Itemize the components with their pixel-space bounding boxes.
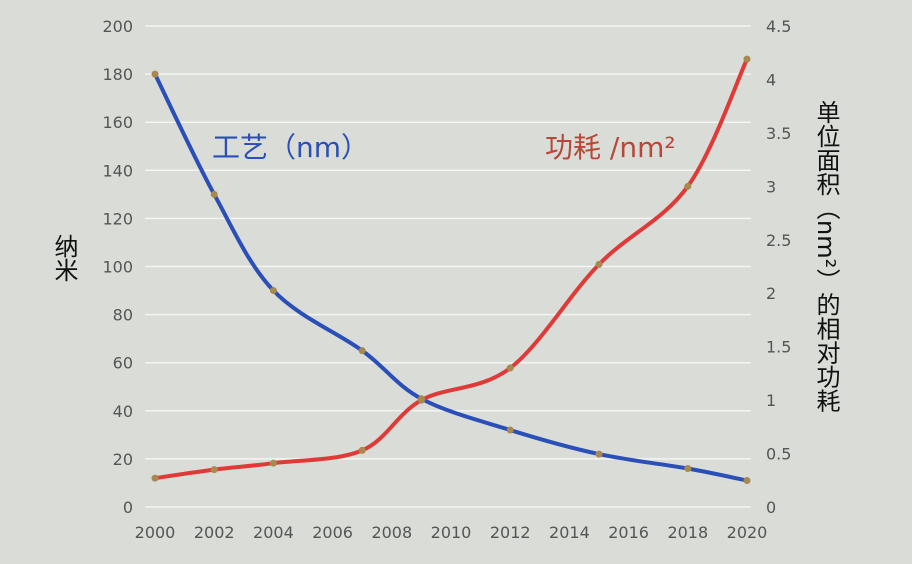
data-point-0 xyxy=(151,70,159,78)
data-point-1 xyxy=(595,260,603,268)
left-tick-label: 0 xyxy=(123,498,133,517)
x-tick-label: 2014 xyxy=(549,523,590,542)
data-point-0 xyxy=(743,477,751,485)
left-tick-label: 160 xyxy=(102,113,133,132)
x-tick-label: 2006 xyxy=(312,523,353,542)
x-tick-label: 2012 xyxy=(490,523,531,542)
left-tick-label: 60 xyxy=(113,354,133,373)
data-point-0 xyxy=(595,450,603,458)
series-line-1 xyxy=(153,57,749,481)
x-tick-label: 2000 xyxy=(135,523,176,542)
right-tick-label: 2 xyxy=(766,284,776,303)
left-tick-label: 100 xyxy=(102,258,133,277)
series-lines xyxy=(153,57,749,483)
x-tick-label: 2016 xyxy=(608,523,649,542)
x-tick-label: 2020 xyxy=(727,523,768,542)
series-label-process: 工艺（nm） xyxy=(212,131,369,164)
series-line-0 xyxy=(153,72,749,483)
left-tick-label: 140 xyxy=(102,161,133,180)
right-tick-label: 2.5 xyxy=(766,231,791,250)
data-point-0 xyxy=(358,347,366,355)
left-tick-label: 20 xyxy=(113,450,133,469)
data-point-0 xyxy=(506,426,514,434)
right-tick-label: 4.5 xyxy=(766,17,791,36)
data-point-1 xyxy=(210,466,218,474)
left-tick-label: 40 xyxy=(113,402,133,421)
right-tick-label: 3 xyxy=(766,177,776,196)
right-y-axis-ticks: 0 0.5 1 1.5 2 2.5 3 3.5 4 4.5 xyxy=(766,17,791,517)
x-axis-ticks: 2000 2002 2004 2006 2008 2010 2012 2014 2016 2018… xyxy=(135,523,768,542)
data-point-1 xyxy=(269,459,277,467)
right-tick-label: 0.5 xyxy=(766,445,791,464)
left-y-axis-ticks: 0 20 40 60 80 100 120 140 160 180 200 xyxy=(102,17,133,517)
data-point-0 xyxy=(210,190,218,198)
gridlines xyxy=(145,25,751,508)
left-tick-label: 80 xyxy=(113,306,133,325)
data-point-0 xyxy=(269,287,277,295)
right-tick-label: 1 xyxy=(766,391,776,410)
right-tick-label: 1.5 xyxy=(766,338,791,357)
data-point-0 xyxy=(684,465,692,473)
x-tick-label: 2018 xyxy=(667,523,708,542)
left-tick-label: 120 xyxy=(102,209,133,228)
left-tick-label: 200 xyxy=(102,17,133,36)
x-tick-label: 2010 xyxy=(431,523,472,542)
x-tick-label: 2002 xyxy=(194,523,235,542)
right-tick-label: 3.5 xyxy=(766,124,791,143)
data-point-1 xyxy=(506,364,514,372)
x-tick-label: 2004 xyxy=(253,523,294,542)
data-point-1 xyxy=(358,446,366,454)
data-point-1 xyxy=(684,182,692,190)
x-tick-label: 2008 xyxy=(371,523,412,542)
series-markers xyxy=(151,55,751,485)
left-axis-title: 纳米 xyxy=(50,234,78,282)
data-point-1 xyxy=(743,55,751,63)
left-tick-label: 180 xyxy=(102,65,133,84)
right-axis-title: 单位面积（nm²）的相对功耗 xyxy=(812,100,840,412)
series-label-power: 功耗 /nm² xyxy=(545,131,676,164)
data-point-1 xyxy=(417,396,425,404)
right-tick-label: 0 xyxy=(766,498,776,517)
right-tick-label: 4 xyxy=(766,70,776,89)
data-point-1 xyxy=(151,474,159,482)
